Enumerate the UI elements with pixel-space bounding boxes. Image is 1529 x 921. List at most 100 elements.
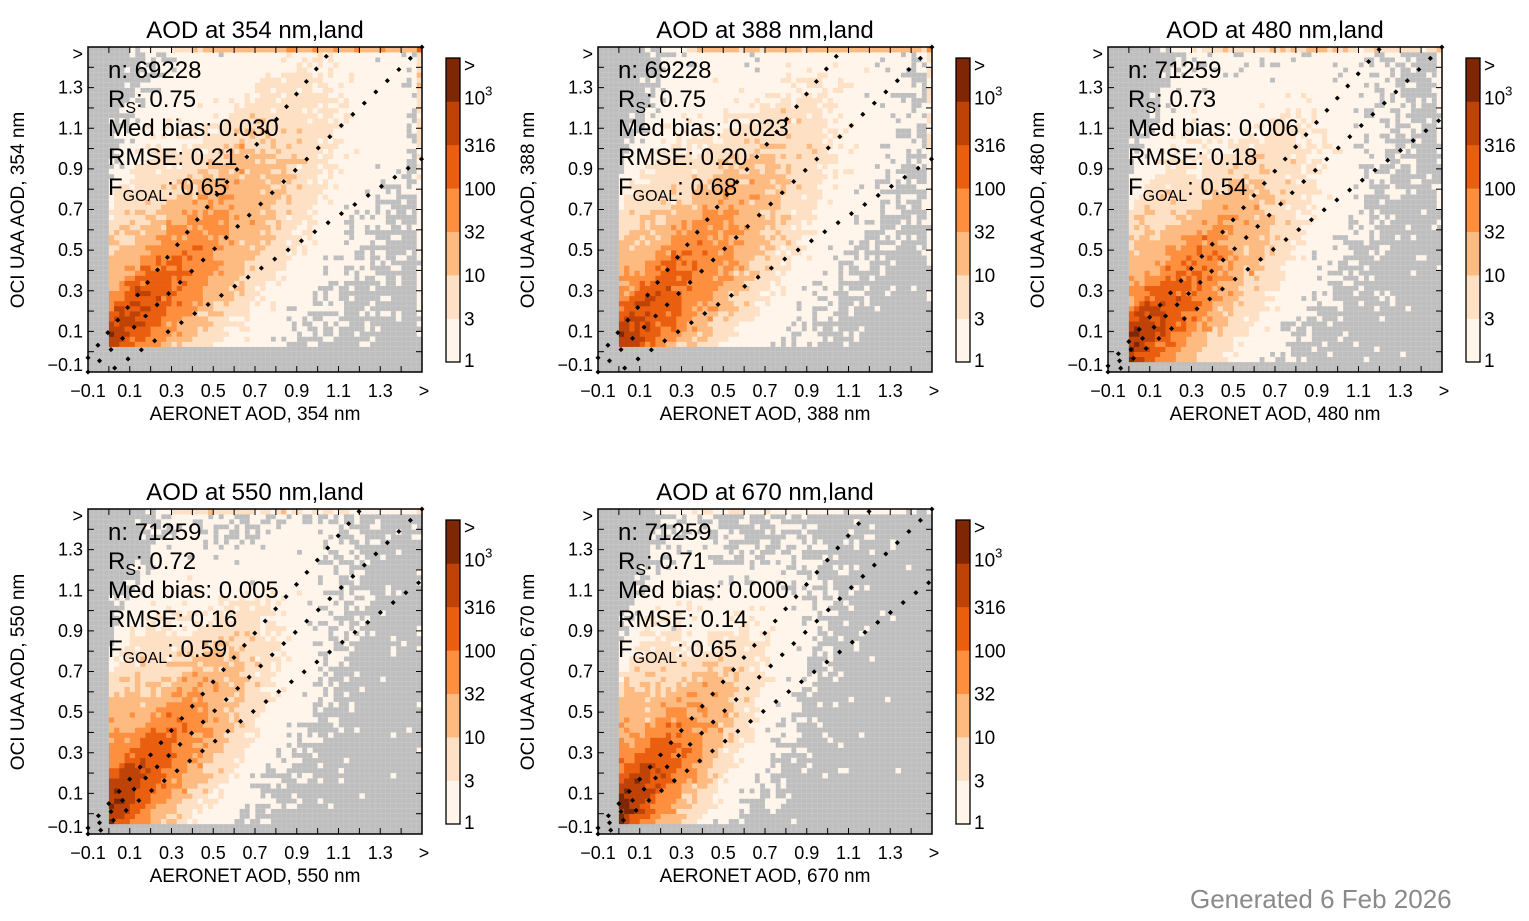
heatmap-cell — [176, 275, 183, 281]
heatmap-cell — [733, 143, 740, 149]
heatmap-cell — [718, 255, 724, 261]
reference-dot — [272, 256, 278, 262]
heatmap-cell — [317, 270, 324, 276]
heatmap-cell — [671, 341, 677, 347]
heatmap-cell — [275, 173, 282, 180]
heatmap-cell — [281, 72, 287, 78]
heatmap-cell — [665, 128, 672, 134]
heatmap-cell — [369, 143, 376, 149]
heatmap-cell — [114, 219, 120, 226]
heatmap-cell — [161, 82, 167, 88]
heatmap-cell — [255, 321, 261, 327]
heatmap-cell — [234, 270, 240, 276]
heatmap-cell — [296, 265, 303, 271]
heatmap-cell — [312, 214, 318, 220]
heatmap-cell — [124, 245, 131, 251]
heatmap-cell — [317, 107, 324, 114]
heatmap-cell — [749, 87, 755, 94]
heatmap-cell — [406, 138, 412, 144]
heatmap-cell — [134, 326, 141, 332]
heatmap-cell — [307, 245, 313, 251]
heatmap-cell — [307, 214, 313, 220]
stat-rs: RS: 0.75 — [108, 86, 196, 117]
heatmap-cell — [629, 113, 635, 119]
heatmap-cell — [176, 305, 183, 312]
heatmap-cell — [759, 72, 766, 78]
heatmap-cell — [338, 62, 345, 68]
heatmap-cell — [270, 52, 277, 58]
heatmap-cell — [301, 290, 308, 297]
heatmap-cell — [218, 275, 224, 281]
heatmap-cell — [223, 239, 230, 246]
heatmap-cell — [364, 163, 371, 170]
heatmap-cell — [343, 199, 350, 205]
heatmap-cell — [697, 72, 703, 78]
heatmap-cell — [343, 87, 350, 94]
heatmap-cell — [312, 47, 318, 53]
heatmap-cell — [629, 275, 635, 281]
heatmap-cell — [187, 270, 193, 276]
heatmap-cell — [749, 239, 755, 246]
heatmap-cell — [291, 234, 298, 241]
heatmap-cell — [218, 189, 224, 195]
heatmap-cell — [718, 92, 724, 99]
heatmap-cell — [307, 82, 313, 88]
heatmap-cell — [718, 168, 724, 175]
heatmap-cell — [197, 118, 204, 124]
heatmap-cell — [296, 138, 303, 144]
heatmap-cell — [281, 199, 287, 205]
heatmap-cell — [239, 138, 245, 144]
heatmap-cell — [301, 275, 308, 281]
heatmap-cell — [192, 336, 198, 342]
heatmap-cell — [618, 239, 625, 246]
heatmap-cell — [187, 209, 193, 215]
colorbar-segment — [446, 231, 460, 276]
heatmap-cell — [239, 118, 245, 124]
heatmap-cell — [655, 92, 661, 99]
heatmap-cell — [234, 199, 240, 205]
heatmap-cell — [317, 275, 324, 281]
heatmap-cell — [119, 270, 125, 276]
heatmap-cell — [744, 316, 750, 322]
heatmap-cell — [676, 82, 682, 88]
heatmap-cell — [395, 92, 402, 99]
heatmap-cell — [754, 331, 761, 337]
heatmap-cell — [401, 153, 407, 160]
heatmap-cell — [291, 311, 298, 317]
heatmap-cell — [702, 179, 708, 185]
heatmap-cell — [364, 118, 371, 124]
heatmap-cell — [697, 275, 703, 281]
heatmap-cell — [681, 295, 688, 302]
heatmap-cell — [134, 239, 141, 246]
heatmap-cell — [291, 331, 298, 337]
heatmap-cell — [234, 143, 240, 149]
heatmap-cell — [671, 128, 677, 134]
heatmap-cell — [108, 305, 115, 312]
heatmap-cell — [380, 194, 386, 200]
heatmap-cell — [228, 194, 235, 200]
heatmap-cell — [124, 107, 131, 114]
heatmap-cell — [754, 209, 761, 215]
heatmap-cell — [385, 138, 391, 144]
heatmap-cell — [286, 118, 292, 124]
heatmap-cell — [234, 189, 240, 195]
heatmap-cell — [691, 219, 698, 226]
heatmap-cell — [359, 52, 365, 58]
heatmap-cell — [307, 285, 313, 292]
heatmap-cell — [364, 199, 371, 205]
heatmap-cell — [244, 321, 251, 327]
heatmap-cell — [629, 173, 635, 180]
heatmap-cell — [265, 158, 271, 165]
scatter-density-panel: AOD at 388 nm,land −0.1 −0.1 0.1 0.1 0.3 0.3 0.… — [510, 0, 1020, 450]
heatmap-cell — [307, 290, 313, 297]
heatmap-cell — [161, 229, 167, 236]
heatmap-cell — [275, 47, 282, 53]
heatmap-cell — [744, 255, 750, 261]
heatmap-cell — [697, 229, 703, 236]
heatmap-cell — [655, 285, 661, 292]
heatmap-cell — [312, 143, 318, 149]
heatmap-cell — [129, 148, 136, 154]
heatmap-cell — [239, 57, 245, 63]
heatmap-cell — [702, 168, 708, 175]
heatmap-cell — [629, 305, 635, 312]
